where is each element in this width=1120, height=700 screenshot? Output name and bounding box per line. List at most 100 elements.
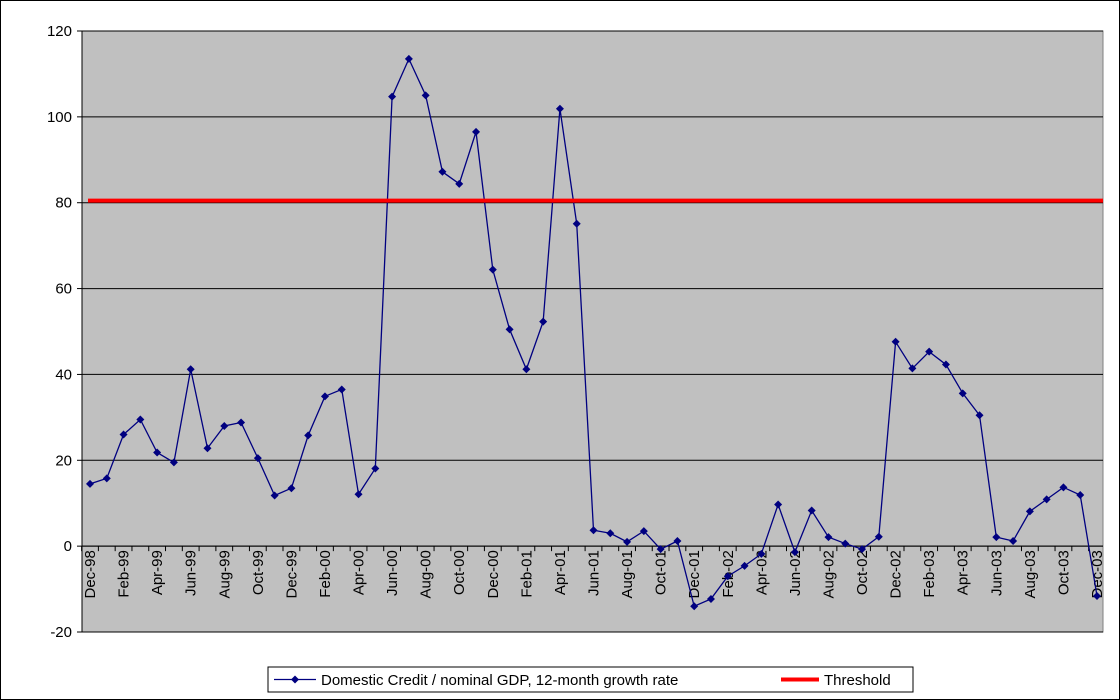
- data-point: [656, 545, 665, 554]
- data-point: [86, 479, 94, 488]
- y-tick-label: 60: [55, 281, 72, 298]
- data-point: [555, 104, 564, 113]
- x-tick-label: Dec-00: [485, 550, 502, 598]
- x-tick-label: Dec-99: [283, 550, 300, 598]
- data-point: [706, 594, 715, 603]
- x-tick-label: Apr-03: [955, 550, 972, 595]
- data-point: [623, 537, 632, 546]
- y-tick-label: 120: [47, 23, 72, 40]
- data-point: [119, 430, 128, 439]
- y-tick-label: 80: [55, 195, 72, 212]
- data-point: [958, 389, 967, 398]
- legend: Domestic Credit / nominal GDP, 12-month …: [267, 666, 914, 693]
- data-point: [858, 545, 867, 554]
- data-point: [1025, 507, 1034, 516]
- x-tick-label: Oct-99: [250, 550, 267, 595]
- plot-area: [81, 30, 1104, 633]
- data-point: [992, 533, 1001, 542]
- x-tick-label: Feb-01: [518, 550, 535, 598]
- data-point: [253, 454, 262, 463]
- x-tick-label: Feb-99: [116, 550, 133, 598]
- x-tick-label: Dec-98: [82, 550, 99, 598]
- data-point: [925, 347, 934, 356]
- data-point: [203, 444, 212, 453]
- x-tick-label: Feb-03: [921, 550, 938, 598]
- data-point: [1042, 495, 1051, 504]
- data-point: [438, 167, 447, 176]
- data-point: [455, 179, 464, 188]
- x-tick-label: Aug-99: [216, 550, 233, 598]
- data-point: [220, 421, 229, 430]
- data-point: [841, 539, 850, 548]
- x-tick-label: Apr-00: [351, 550, 368, 595]
- x-tick-label: Oct-03: [1055, 550, 1072, 595]
- data-point: [169, 458, 178, 467]
- data-point: [740, 561, 749, 570]
- x-tick-label: Jun-01: [586, 550, 603, 596]
- x-tick-label: Jun-02: [787, 550, 804, 596]
- x-tick-label: Aug-02: [820, 550, 837, 598]
- data-point: [304, 431, 313, 440]
- x-tick-label: Dec-01: [686, 550, 703, 598]
- data-point: [102, 474, 111, 483]
- data-point: [388, 92, 397, 101]
- data-point: [237, 418, 246, 427]
- data-point: [186, 365, 195, 374]
- data-point: [404, 54, 413, 63]
- data-point: [824, 533, 833, 542]
- data-point: [790, 548, 799, 557]
- data-point: [421, 91, 430, 100]
- data-point: [639, 527, 648, 536]
- x-tick-label: Dec-02: [888, 550, 905, 598]
- data-point: [136, 415, 145, 424]
- data-point: [354, 490, 363, 499]
- x-tick-label: Oct-02: [854, 550, 871, 595]
- data-point: [505, 325, 514, 334]
- legend-label: Threshold: [824, 672, 891, 689]
- data-point: [975, 411, 984, 420]
- x-tick-label: Apr-01: [552, 550, 569, 595]
- data-point: [539, 317, 548, 326]
- x-tick-label: Apr-99: [149, 550, 166, 595]
- x-tick-label: Oct-00: [451, 550, 468, 595]
- data-point: [320, 392, 329, 401]
- data-point: [572, 219, 581, 228]
- x-tick-label: Aug-01: [619, 550, 636, 598]
- x-tick-label: Dec-03: [1089, 550, 1106, 598]
- data-point: [874, 532, 883, 541]
- x-tick-label: Apr-02: [753, 550, 770, 595]
- x-tick-label: Jun-99: [183, 550, 200, 596]
- legend-label: Domestic Credit / nominal GDP, 12-month …: [321, 672, 678, 689]
- data-point: [941, 360, 950, 369]
- data-point: [589, 526, 598, 535]
- x-tick-label: Aug-00: [418, 550, 435, 598]
- data-point: [774, 500, 783, 509]
- data-point: [1093, 591, 1101, 600]
- y-tick-label: 0: [64, 538, 72, 555]
- legend-marker: [291, 675, 299, 684]
- data-point: [522, 365, 531, 374]
- data-point: [807, 506, 816, 515]
- x-tick-label: Jun-00: [384, 550, 401, 596]
- y-tick-label: 40: [55, 366, 72, 383]
- data-point: [723, 572, 732, 581]
- x-tick-label: Aug-03: [1022, 550, 1039, 598]
- y-tick-label: 20: [55, 452, 72, 469]
- data-point: [673, 536, 682, 545]
- data-point: [908, 364, 917, 373]
- y-tick-label: 100: [47, 109, 72, 126]
- data-point: [690, 602, 699, 611]
- data-point: [472, 127, 481, 136]
- data-point: [287, 484, 296, 493]
- data-point: [270, 491, 279, 500]
- data-point: [757, 549, 766, 558]
- y-tick-label: -20: [50, 624, 72, 641]
- data-point: [371, 464, 380, 473]
- data-point: [153, 448, 162, 457]
- data-point: [337, 385, 346, 394]
- data-point: [1076, 491, 1085, 500]
- x-tick-label: Jun-03: [988, 550, 1005, 596]
- data-point: [1009, 536, 1018, 545]
- data-point: [891, 337, 900, 346]
